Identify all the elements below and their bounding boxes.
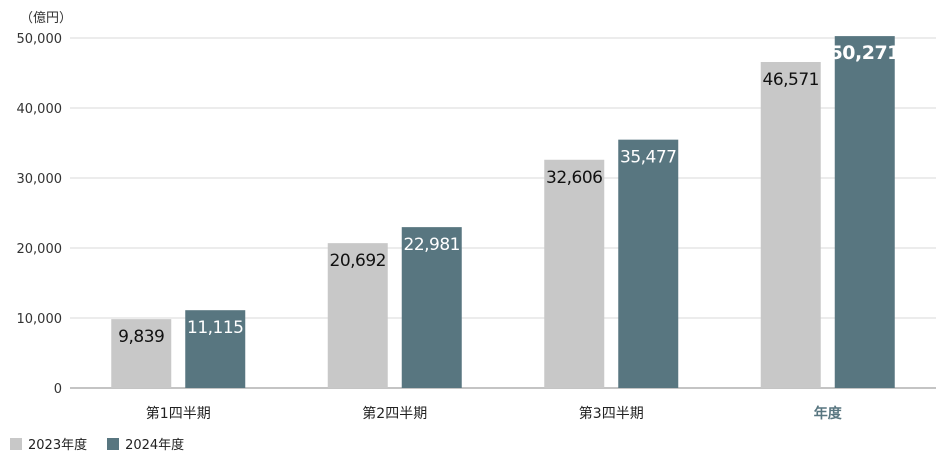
bars [111,36,895,389]
legend-swatch-2024 [107,437,120,450]
legend-item-2024: 2024年度 [107,434,184,453]
data-label: 50,271 [830,42,900,64]
y-tick-label: 10,000 [17,312,63,327]
legend-item-2023: 2023年度 [10,434,87,453]
data-label: 20,692 [330,251,386,271]
legend-swatch-2023 [10,437,22,450]
y-axis-ticks: 0 10,000 20,000 30,000 40,000 50,000 [17,32,63,397]
unit-label: （億円） [20,11,73,26]
bar-2024-2 [618,139,679,388]
legend-label-2023: 2023年度 [28,438,88,453]
x-tick-label: 第3四半期 [579,405,644,422]
x-tick-label: 年度 [814,405,843,422]
legend-label-2024: 2024年度 [125,438,185,453]
bar-2023-2 [544,159,605,388]
bar-2024-1 [401,227,462,388]
data-label: 35,477 [620,148,676,168]
data-label: 32,606 [546,168,602,188]
bar-2024-3 [834,36,895,389]
bar-chart: 0 10,000 20,000 30,000 40,000 50,000 9,839 11,… [17,32,936,422]
legend: 2023年度 2024年度 [10,434,204,453]
data-label: 11,115 [187,318,243,338]
x-tick-label: 第2四半期 [362,405,427,422]
y-tick-label: 50,000 [17,32,63,47]
bar-2023-3 [760,62,821,389]
bar-2024-0 [185,310,246,388]
x-tick-label: 第1四半期 [146,405,211,422]
data-label: 46,571 [763,70,819,90]
bar-2023-0 [111,319,172,388]
y-tick-label: 20,000 [17,242,63,257]
data-label: 9,839 [118,327,164,347]
x-axis-labels: 第1四半期 第2四半期 第3四半期 年度 [146,405,843,422]
data-label: 22,981 [404,235,460,255]
y-tick-label: 30,000 [17,172,63,187]
data-labels: 9,839 11,115 20,692 22,981 32,606 35,477 46,57… [118,42,900,347]
bar-2023-1 [327,243,388,388]
y-tick-label: 40,000 [17,102,63,117]
y-tick-label: 0 [54,382,62,397]
